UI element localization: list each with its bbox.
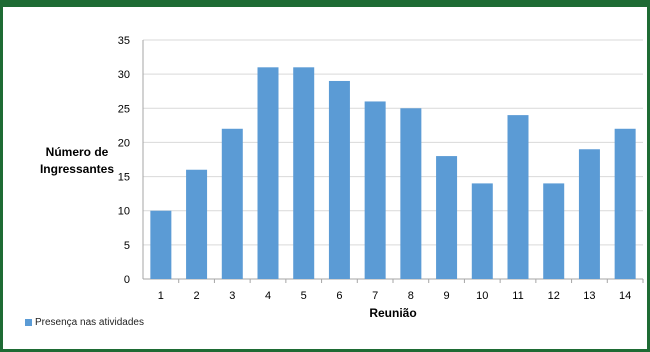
x-tick-label: 12 <box>548 290 560 302</box>
legend-label: Presença nas atividades <box>35 317 144 328</box>
bar-3 <box>221 128 243 279</box>
x-tick-label: 8 <box>408 290 414 302</box>
bar-2 <box>186 169 208 279</box>
y-tick-label: 10 <box>118 206 130 218</box>
x-axis-label: Reunião <box>369 306 417 320</box>
y-tick-label: 15 <box>118 172 130 184</box>
bar-6 <box>328 80 350 279</box>
bar-11 <box>507 115 529 279</box>
y-tick-label: 35 <box>118 35 130 47</box>
x-tick-label: 10 <box>476 290 488 302</box>
top-bar <box>3 0 647 7</box>
x-tick-label: 14 <box>619 290 631 302</box>
y-axis-label-line2: Ingressantes <box>39 162 115 176</box>
bar-7 <box>364 101 386 279</box>
x-tick-label: 11 <box>512 290 523 302</box>
x-tick-label: 2 <box>194 290 200 302</box>
x-tick-label: 1 <box>158 290 164 302</box>
x-tick-label: 7 <box>372 290 378 302</box>
y-tick-label: 30 <box>118 69 130 81</box>
legend-swatch <box>25 319 32 326</box>
y-tick-label: 25 <box>118 103 130 115</box>
y-tick-label: 20 <box>118 137 130 149</box>
x-tick-label: 9 <box>444 290 450 302</box>
bar-1 <box>150 210 172 279</box>
legend: Presença nas atividades <box>25 317 144 328</box>
y-tick-label: 0 <box>124 274 130 286</box>
x-tick-label: 3 <box>229 290 235 302</box>
x-tick-label: 13 <box>583 290 595 302</box>
x-tick-label: 6 <box>336 290 342 302</box>
bar-14 <box>614 128 636 279</box>
bar-4 <box>257 67 279 279</box>
bar-9 <box>436 156 458 279</box>
bar-13 <box>578 149 600 279</box>
bar-8 <box>400 108 422 280</box>
x-tick-label: 4 <box>265 290 271 302</box>
y-axis-label: Número de Ingressantes <box>31 144 123 178</box>
y-axis-label-line1: Número de <box>45 145 109 159</box>
y-tick-label: 5 <box>124 240 130 252</box>
bar-12 <box>543 183 565 279</box>
bar-5 <box>293 67 315 279</box>
bar-10 <box>471 183 493 279</box>
x-tick-label: 5 <box>301 290 307 302</box>
